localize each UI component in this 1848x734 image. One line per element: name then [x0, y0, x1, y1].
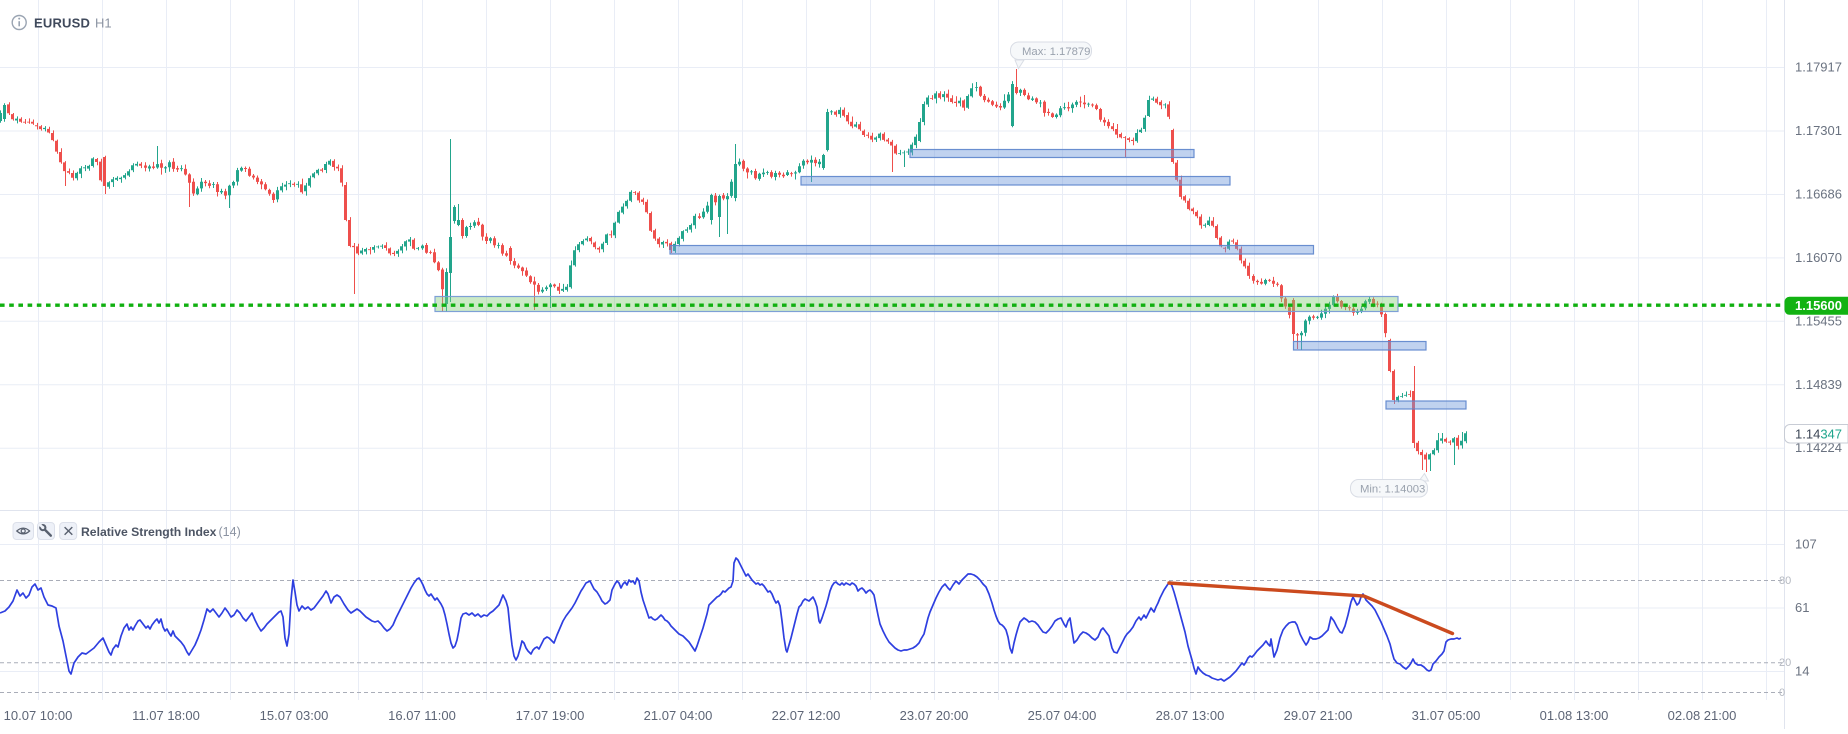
svg-text:0: 0	[1779, 687, 1785, 699]
svg-text:61: 61	[1795, 600, 1809, 615]
svg-text:10.07 10:00: 10.07 10:00	[4, 708, 73, 723]
svg-text:80: 80	[1779, 575, 1791, 587]
svg-text:17.07 19:00: 17.07 19:00	[516, 708, 585, 723]
svg-text:1.14839: 1.14839	[1795, 377, 1842, 392]
svg-text:(14): (14)	[219, 525, 241, 539]
svg-text:Min: 1.14003: Min: 1.14003	[1360, 483, 1425, 495]
svg-text:25.07 04:00: 25.07 04:00	[1028, 708, 1097, 723]
svg-text:22.07 12:00: 22.07 12:00	[772, 708, 841, 723]
svg-text:23.07 20:00: 23.07 20:00	[900, 708, 969, 723]
svg-text:16.07 11:00: 16.07 11:00	[388, 708, 456, 723]
svg-text:1.17301: 1.17301	[1795, 123, 1842, 138]
svg-text:31.07 05:00: 31.07 05:00	[1412, 708, 1481, 723]
svg-text:20: 20	[1779, 657, 1791, 669]
svg-text:1.14224: 1.14224	[1795, 440, 1842, 455]
svg-text:1.15455: 1.15455	[1795, 313, 1842, 328]
svg-text:02.08 21:00: 02.08 21:00	[1668, 708, 1737, 723]
svg-text:01.08 13:00: 01.08 13:00	[1540, 708, 1609, 723]
svg-text:Max: 1.17879: Max: 1.17879	[1022, 46, 1090, 58]
svg-text:28.07 13:00: 28.07 13:00	[1156, 708, 1225, 723]
svg-text:Relative Strength Index: Relative Strength Index	[81, 525, 217, 539]
svg-text:1.16070: 1.16070	[1795, 250, 1842, 265]
svg-text:1.14347: 1.14347	[1795, 427, 1842, 442]
svg-text:107: 107	[1795, 537, 1817, 552]
svg-text:15.07 03:00: 15.07 03:00	[260, 708, 329, 723]
svg-text:21.07 04:00: 21.07 04:00	[644, 708, 713, 723]
svg-text:H1: H1	[95, 16, 112, 31]
svg-text:1.15600: 1.15600	[1795, 298, 1842, 313]
svg-text:EURUSD: EURUSD	[34, 16, 90, 31]
svg-text:1.16686: 1.16686	[1795, 187, 1842, 202]
svg-text:14: 14	[1795, 664, 1809, 679]
svg-text:29.07 21:00: 29.07 21:00	[1284, 708, 1353, 723]
svg-text:1.17917: 1.17917	[1795, 60, 1842, 75]
svg-text:11.07 18:00: 11.07 18:00	[132, 708, 200, 723]
